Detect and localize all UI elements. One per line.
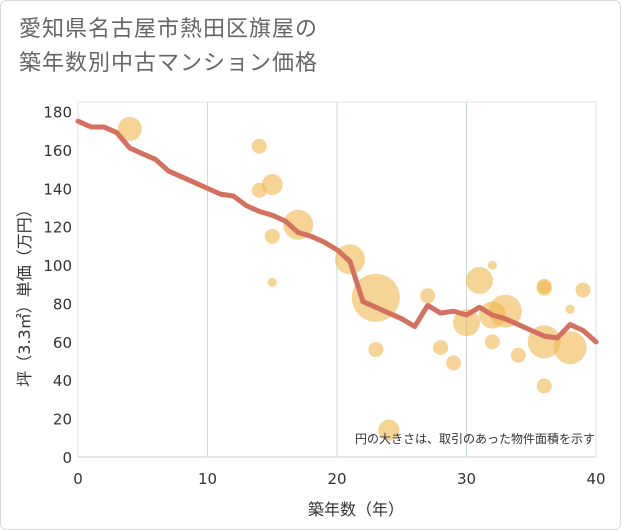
bubble-point xyxy=(433,340,449,356)
bubble-point xyxy=(378,419,400,441)
bubble-point xyxy=(575,282,591,298)
y-tick-label: 100 xyxy=(43,257,72,275)
y-tick-label: 160 xyxy=(43,142,72,160)
bubble-point xyxy=(465,266,493,294)
bubble-point xyxy=(117,116,142,141)
bubble-point xyxy=(267,277,277,287)
bubble-point xyxy=(536,378,552,394)
y-tick-label: 120 xyxy=(43,219,72,237)
y-tick-label: 80 xyxy=(53,295,72,313)
bubble-point xyxy=(536,280,552,296)
trend-series xyxy=(75,118,599,345)
chart-title: 愛知県名古屋市熱田区旗屋の 築年数別中古マンション価格 xyxy=(19,13,318,81)
x-tick-label: 40 xyxy=(586,470,605,488)
bubble-point xyxy=(351,273,400,322)
bubble-point xyxy=(264,228,280,244)
bubble-point xyxy=(420,288,436,304)
x-axis-ticks: 0 10 20 30 40 xyxy=(73,470,605,488)
bubble-point xyxy=(553,331,587,365)
bubble-point xyxy=(484,334,500,350)
y-tick-label: 60 xyxy=(53,334,72,352)
chart-title-line-1: 愛知県名古屋市熱田区旗屋の xyxy=(19,17,319,42)
x-tick-label: 10 xyxy=(198,470,217,488)
y-tick-label: 140 xyxy=(43,180,72,198)
x-tick-label: 20 xyxy=(327,470,346,488)
bubble-point xyxy=(446,355,462,371)
y-axis-label: 坪（3.3㎡）単価（万円） xyxy=(15,201,34,386)
bubble-point xyxy=(565,304,575,314)
x-axis-label: 築年数（年） xyxy=(308,500,404,519)
bubble-point xyxy=(510,347,526,363)
y-tick-label: 40 xyxy=(53,372,72,390)
bubble-point xyxy=(368,342,384,358)
y-tick-label: 20 xyxy=(53,411,72,429)
bubble-point xyxy=(487,260,497,270)
bubble-point xyxy=(453,309,480,337)
x-tick-label: 30 xyxy=(457,470,476,488)
x-tick-label: 0 xyxy=(73,470,83,488)
chart-title-line-2: 築年数別中古マンション価格 xyxy=(19,51,319,76)
y-axis-ticks: 0 20 40 60 80 100 120 140 160 180 xyxy=(43,104,72,467)
y-tick-label: 0 xyxy=(62,449,72,467)
grid-lines xyxy=(78,102,596,458)
y-tick-label: 180 xyxy=(43,104,72,122)
bubble-point xyxy=(488,294,522,328)
trend-line xyxy=(75,118,599,345)
bubble-point xyxy=(251,138,267,154)
size-note: 円の大きさは、取引のあった物件面積を示す xyxy=(355,431,595,446)
bubble-point xyxy=(261,174,283,196)
